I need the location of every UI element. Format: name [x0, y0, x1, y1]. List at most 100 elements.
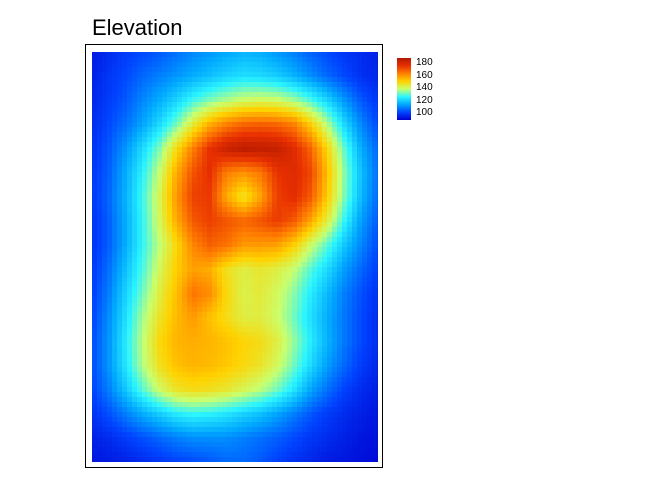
- heatmap-cell: [247, 157, 253, 163]
- heatmap-cell: [107, 377, 113, 383]
- heatmap-cell: [277, 372, 283, 378]
- heatmap-cell: [107, 182, 113, 188]
- heatmap-cell: [122, 412, 128, 418]
- heatmap-cell: [372, 392, 378, 398]
- heatmap-cell: [312, 72, 318, 78]
- legend-swatch: [397, 101, 411, 103]
- heatmap-cell: [247, 202, 253, 208]
- heatmap-cell: [162, 342, 168, 348]
- heatmap-cell: [207, 57, 213, 63]
- heatmap-cell: [112, 292, 118, 298]
- heatmap-cell: [227, 52, 233, 58]
- heatmap-cell: [302, 67, 308, 73]
- heatmap-cell: [122, 362, 128, 368]
- heatmap-cell: [92, 162, 98, 168]
- heatmap-cell: [157, 182, 163, 188]
- heatmap-cell: [347, 427, 353, 433]
- heatmap-cell: [272, 152, 278, 158]
- heatmap-cell: [117, 227, 123, 233]
- heatmap-cell: [182, 317, 188, 323]
- heatmap-cell: [247, 317, 253, 323]
- heatmap-cell: [362, 407, 368, 413]
- heatmap-cell: [177, 232, 183, 238]
- heatmap-cell: [282, 337, 288, 343]
- heatmap-cell: [367, 392, 373, 398]
- heatmap-cell: [112, 407, 118, 413]
- heatmap-cell: [327, 292, 333, 298]
- heatmap-cell: [352, 92, 358, 98]
- heatmap-cell: [357, 362, 363, 368]
- heatmap-cell: [287, 362, 293, 368]
- heatmap-cell: [97, 137, 103, 143]
- heatmap-cell: [312, 432, 318, 438]
- heatmap-cell: [157, 92, 163, 98]
- heatmap-cell: [362, 217, 368, 223]
- heatmap-cell: [332, 142, 338, 148]
- heatmap-cell: [322, 267, 328, 273]
- heatmap-cell: [267, 177, 273, 183]
- heatmap-cell: [192, 207, 198, 213]
- heatmap-cell: [372, 357, 378, 363]
- heatmap-cell: [302, 72, 308, 78]
- heatmap-cell: [212, 192, 218, 198]
- heatmap-cell: [302, 417, 308, 423]
- heatmap-cell: [122, 387, 128, 393]
- heatmap-cell: [277, 397, 283, 403]
- heatmap-cell: [367, 347, 373, 353]
- heatmap-cell: [187, 382, 193, 388]
- heatmap-cell: [222, 282, 228, 288]
- heatmap-cell: [107, 307, 113, 313]
- heatmap-cell: [212, 307, 218, 313]
- heatmap-cell: [332, 172, 338, 178]
- heatmap-cell: [322, 147, 328, 153]
- heatmap-cell: [292, 222, 298, 228]
- heatmap-cell: [92, 282, 98, 288]
- heatmap-cell: [207, 282, 213, 288]
- heatmap-cell: [222, 352, 228, 358]
- heatmap-cell: [367, 382, 373, 388]
- heatmap-cell: [212, 277, 218, 283]
- heatmap-cell: [192, 162, 198, 168]
- heatmap-cell: [277, 142, 283, 148]
- heatmap-cell: [237, 402, 243, 408]
- heatmap-cell: [197, 147, 203, 153]
- heatmap-cell: [107, 252, 113, 258]
- heatmap-cell: [287, 157, 293, 163]
- heatmap-cell: [142, 277, 148, 283]
- heatmap-cell: [102, 192, 108, 198]
- heatmap-cell: [262, 177, 268, 183]
- heatmap-cell: [162, 332, 168, 338]
- heatmap-cell: [377, 162, 378, 168]
- heatmap-cell: [252, 52, 258, 58]
- heatmap-cell: [222, 337, 228, 343]
- heatmap-cell: [277, 352, 283, 358]
- heatmap-cell: [352, 362, 358, 368]
- heatmap-cell: [322, 157, 328, 163]
- heatmap-cell: [132, 427, 138, 433]
- heatmap-cell: [192, 377, 198, 383]
- heatmap-cell: [237, 302, 243, 308]
- heatmap-cell: [227, 72, 233, 78]
- heatmap-cell: [372, 87, 378, 93]
- heatmap-cell: [237, 317, 243, 323]
- heatmap-cell: [342, 102, 348, 108]
- heatmap-cell: [167, 182, 173, 188]
- heatmap-cell: [257, 167, 263, 173]
- heatmap-cell: [217, 302, 223, 308]
- heatmap-cell: [327, 362, 333, 368]
- heatmap-cell: [187, 372, 193, 378]
- heatmap-cell: [167, 142, 173, 148]
- heatmap-cell: [252, 387, 258, 393]
- heatmap-cell: [272, 52, 278, 58]
- heatmap-cell: [227, 387, 233, 393]
- heatmap-cell: [197, 362, 203, 368]
- heatmap-cell: [247, 162, 253, 168]
- heatmap-cell: [257, 312, 263, 318]
- heatmap-cell: [107, 312, 113, 318]
- heatmap-cell: [297, 387, 303, 393]
- heatmap-cell: [172, 437, 178, 443]
- heatmap-cell: [367, 167, 373, 173]
- heatmap-cell: [112, 297, 118, 303]
- heatmap-cell: [327, 162, 333, 168]
- heatmap-cell: [352, 457, 358, 462]
